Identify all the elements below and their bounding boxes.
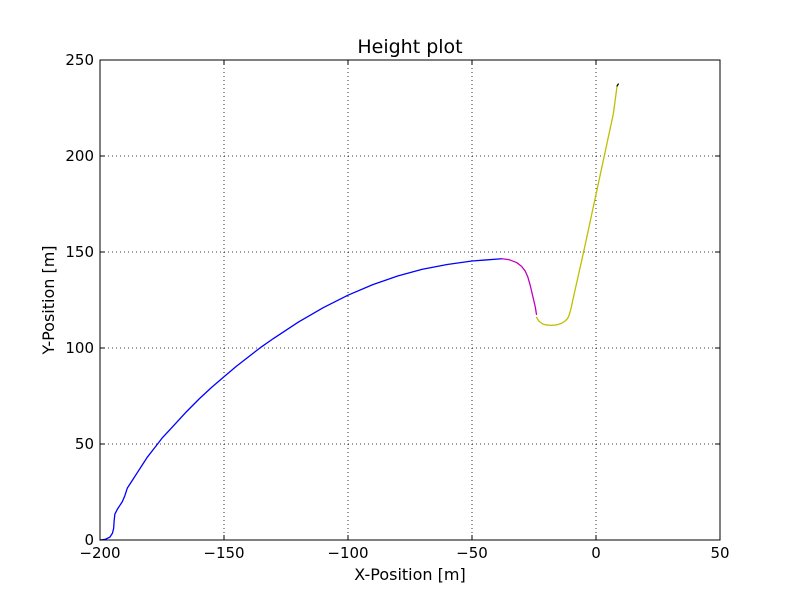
- y-tick-label: 150: [65, 243, 94, 261]
- series-line-3: [535, 85, 618, 326]
- y-tick-label: 50: [75, 435, 94, 453]
- plot-frame: [99, 59, 721, 541]
- y-tick-label: 100: [65, 339, 94, 357]
- y-tick-label: 200: [65, 147, 94, 165]
- x-axis-label: X-Position [m]: [354, 565, 465, 584]
- x-tick-label: 0: [591, 544, 601, 562]
- y-axis-label: Y-Position [m]: [39, 245, 58, 355]
- series-line-2: [501, 258, 538, 316]
- series-line-4: [616, 83, 619, 87]
- x-tick-label: −100: [327, 544, 368, 562]
- chart-title: Height plot: [357, 36, 462, 58]
- y-tick-label: 0: [84, 531, 94, 549]
- series-lines: [99, 83, 619, 541]
- axis-ticks: −200 −150 −100 −50 0 50 0 50 100 150 200 250: [65, 51, 729, 562]
- y-tick-label: 250: [65, 51, 94, 69]
- x-tick-label: −200: [79, 544, 120, 562]
- x-tick-label: −50: [456, 544, 488, 562]
- x-tick-label: 50: [710, 544, 729, 562]
- x-tick-label: −150: [203, 544, 244, 562]
- series-line-1: [99, 258, 503, 541]
